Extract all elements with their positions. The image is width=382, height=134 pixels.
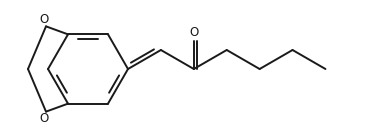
Text: O: O [189,25,198,38]
Text: O: O [39,13,49,26]
Text: O: O [39,112,49,125]
